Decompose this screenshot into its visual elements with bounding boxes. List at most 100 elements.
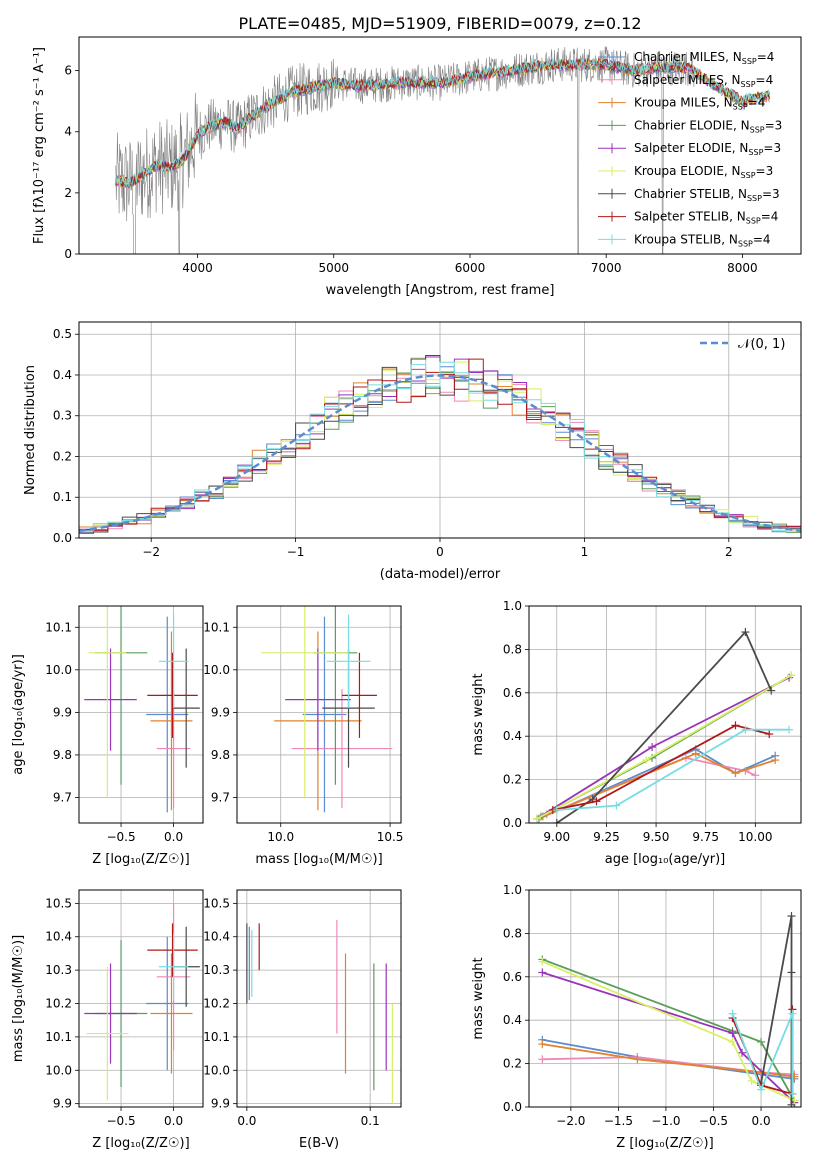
weight-marker-salpeter-elodie [538, 968, 547, 977]
weight-line-chabrier-stelib [556, 630, 773, 823]
tick-label-y: 10.5 [45, 896, 72, 910]
axis-label-y: Normed distribution [23, 365, 38, 495]
tick-label-y: 10.0 [203, 1063, 230, 1077]
tick-label-x: 0.0 [164, 830, 183, 844]
axis-label-x: mass [log₁₀(M/M☉)] [255, 852, 382, 867]
errorbar-chabrier-miles [146, 616, 189, 813]
errorbar-kroupa-miles [150, 953, 193, 1074]
weight-marker-kroupa-stelib [552, 805, 561, 814]
legend-subscript: SSP [742, 57, 757, 66]
axis-label-x: E(B-V) [299, 1136, 339, 1151]
weight-marker-kroupa-elodie [728, 1037, 737, 1046]
tick-label-y: 0.4 [503, 1013, 522, 1027]
errorbar-kroupa-stelib [158, 933, 189, 1001]
legend-subscript: SSP [747, 194, 762, 203]
tick-label-y: 9.7 [53, 790, 72, 804]
tick-label-y: 10.1 [45, 1030, 72, 1044]
legend-tail: =4 [753, 232, 771, 246]
tick-label-x: 4000 [182, 261, 213, 275]
plot-area-spectrum [115, 46, 771, 254]
errorbar-kroupa-elodie [261, 606, 349, 798]
plot-area-ebv_mass [246, 920, 393, 1104]
tick-label-y: 9.8 [211, 748, 230, 762]
errorbar-chabrier-miles [146, 936, 189, 1071]
tick-label-x: 8000 [727, 261, 758, 275]
axes-frame [78, 605, 204, 824]
axis-label-y: mass weight [471, 957, 486, 1039]
tick-label-x: −0.5 [699, 1114, 728, 1128]
panel-residuals: −2 −1 0 1 2 0.0 0.1 0.2 0.3 0.4 0.5 (data-model)/er… [23, 321, 802, 582]
tick-label-y: 0.0 [503, 1100, 522, 1114]
axes-frame [236, 605, 402, 824]
legend-label-kroupa-miles: Kroupa MILES, NSSP=4 [634, 96, 765, 112]
tick-label-y: 10.5 [203, 896, 230, 910]
tick-label-x: −1.5 [604, 1114, 633, 1128]
weight-marker-kroupa-miles [633, 1055, 642, 1064]
errorbar-salpeter-miles [291, 688, 393, 809]
tick-label-y: 0.0 [503, 816, 522, 830]
tick-label-y: 1.0 [503, 599, 522, 613]
tick-label-y: 10.1 [203, 620, 230, 634]
weight-marker-kroupa-elodie [642, 756, 651, 765]
weight-marker-kroupa-miles [771, 756, 780, 765]
tick-label-x: 5000 [318, 261, 349, 275]
tick-label-y: 9.9 [211, 705, 230, 719]
errorbar-chabrier-miles [302, 616, 347, 813]
tick-label-y: 4 [64, 125, 72, 139]
legend-text: Salpeter MILES, N [634, 73, 741, 87]
weight-line-kroupa-miles [542, 752, 776, 818]
axis-label-x: Z [log₁₀(Z/Z☉)] [92, 852, 189, 867]
panel-mass_age: 10.0 10.5 9.7 9.8 9.9 10.0 10.1 mass [log₁₀(M/M… [203, 605, 404, 867]
tick-label-x: −2.0 [556, 1114, 585, 1128]
weight-marker-salpeter-elodie [728, 1029, 737, 1038]
weight-marker-chabrier-stelib [787, 968, 796, 977]
axis-label-x: Z [log₁₀(Z/Z☉)] [92, 1136, 189, 1151]
weight-marker-chabrier-elodie [757, 1037, 766, 1046]
weight-line-chabrier-miles [538, 748, 776, 820]
tick-label-x: 0.0 [237, 1114, 256, 1128]
tick-label-y: 1.0 [503, 883, 522, 897]
tick-label-y: 0.8 [503, 926, 522, 940]
legend-tail: =4 [756, 73, 774, 87]
tick-label-y: 0.4 [503, 729, 522, 743]
weight-marker-kroupa-elodie [538, 957, 547, 966]
errorbar-kroupa-stelib [326, 614, 371, 709]
tick-label-y: 6 [64, 64, 72, 78]
tick-label-y: 10.4 [45, 930, 72, 944]
errorbar-kroupa-elodie [86, 966, 129, 1101]
weight-marker-kroupa-miles [691, 749, 700, 758]
plot-area-residuals [79, 355, 801, 534]
tick-label-y: 0.0 [53, 531, 72, 545]
tick-label-y: 0.2 [503, 1057, 522, 1071]
tick-label-y: 10.1 [203, 1030, 230, 1044]
tick-label-y: 9.8 [53, 748, 72, 762]
weight-marker-kroupa-elodie [532, 814, 541, 823]
axis-label-x: (data-model)/error [380, 567, 501, 582]
tick-label-y: 2 [64, 186, 72, 200]
weight-marker-salpeter-elodie [648, 743, 657, 752]
weight-line-kroupa-elodie [541, 960, 795, 1102]
weight-marker-chabrier-stelib [741, 628, 750, 637]
axis-label-x: age [log₁₀(age/yr)] [605, 852, 726, 867]
axes-frame [78, 36, 802, 255]
tick-label-y: 9.9 [53, 705, 72, 719]
weight-marker-kroupa-miles [538, 1040, 547, 1049]
legend-label-chabrier-miles: Chabrier MILES, NSSP=4 [634, 50, 774, 66]
legend-text: Kroupa ELODIE, N [634, 164, 741, 178]
axes-frame [78, 889, 204, 1108]
axis-label-x: wavelength [Angstrom, rest frame] [326, 283, 555, 298]
weight-marker-kroupa-elodie [787, 671, 796, 680]
axis-label-y: age [log₁₀(age/yr)] [11, 654, 26, 775]
legend-subscript: SSP [741, 171, 756, 180]
tick-label-x: 10.5 [377, 830, 404, 844]
legend-tail: =3 [762, 187, 780, 201]
weight-line-salpeter-miles [542, 1056, 795, 1076]
errorbar-kroupa-elodie [88, 606, 127, 798]
errorbar-salpeter-elodie [84, 648, 137, 751]
panel-spectrum: 4000 5000 6000 7000 8000 0 2 4 6 wavelength [Angs… [32, 36, 802, 298]
tick-label-x: 2 [725, 545, 733, 559]
axis-label-y: Flux [fλ10⁻¹⁷ erg cm⁻² s⁻¹ A⁻¹] [32, 47, 47, 244]
legend-subscript: SSP [748, 148, 763, 157]
tick-label-x: −0.5 [106, 830, 135, 844]
